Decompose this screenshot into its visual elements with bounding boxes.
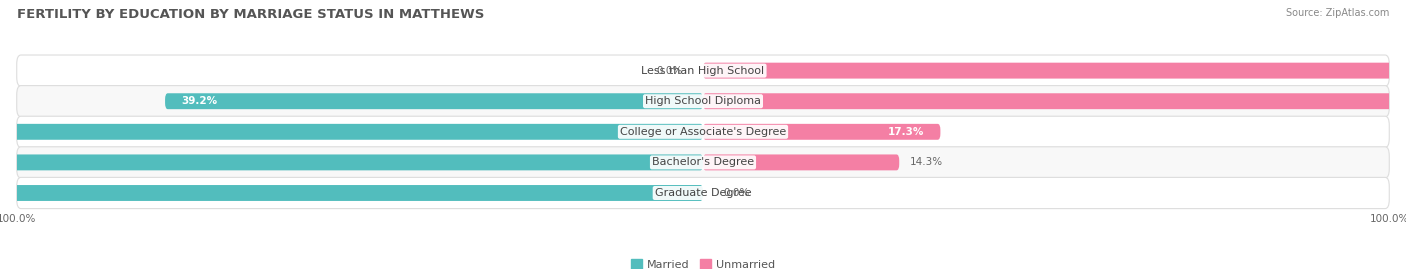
Text: 0.0%: 0.0% bbox=[657, 66, 682, 76]
FancyBboxPatch shape bbox=[703, 124, 941, 140]
FancyBboxPatch shape bbox=[0, 154, 703, 170]
FancyBboxPatch shape bbox=[0, 185, 703, 201]
FancyBboxPatch shape bbox=[703, 154, 900, 170]
Text: College or Associate's Degree: College or Associate's Degree bbox=[620, 127, 786, 137]
Text: 0.0%: 0.0% bbox=[724, 188, 749, 198]
FancyBboxPatch shape bbox=[17, 55, 1389, 86]
FancyBboxPatch shape bbox=[703, 63, 1406, 79]
FancyBboxPatch shape bbox=[17, 147, 1389, 178]
Legend: Married, Unmarried: Married, Unmarried bbox=[631, 259, 775, 269]
Text: Less than High School: Less than High School bbox=[641, 66, 765, 76]
FancyBboxPatch shape bbox=[17, 177, 1389, 208]
FancyBboxPatch shape bbox=[17, 86, 1389, 117]
Text: Bachelor's Degree: Bachelor's Degree bbox=[652, 157, 754, 167]
Text: Graduate Degree: Graduate Degree bbox=[655, 188, 751, 198]
FancyBboxPatch shape bbox=[17, 116, 1389, 147]
Text: FERTILITY BY EDUCATION BY MARRIAGE STATUS IN MATTHEWS: FERTILITY BY EDUCATION BY MARRIAGE STATU… bbox=[17, 8, 484, 21]
FancyBboxPatch shape bbox=[0, 124, 703, 140]
Text: 17.3%: 17.3% bbox=[887, 127, 924, 137]
Text: High School Diploma: High School Diploma bbox=[645, 96, 761, 106]
Text: Source: ZipAtlas.com: Source: ZipAtlas.com bbox=[1285, 8, 1389, 18]
FancyBboxPatch shape bbox=[165, 93, 703, 109]
Text: 39.2%: 39.2% bbox=[181, 96, 218, 106]
Text: 14.3%: 14.3% bbox=[910, 157, 943, 167]
FancyBboxPatch shape bbox=[703, 93, 1406, 109]
